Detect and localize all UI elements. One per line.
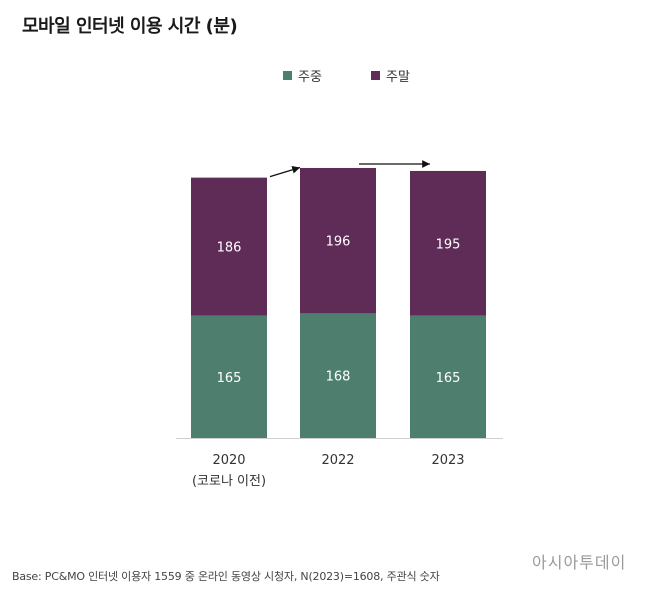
bar-segment-2020-weekend [191, 177, 267, 316]
chart-title: 모바일 인터넷 이용 시간 (분) [22, 16, 238, 37]
bar-segment-2022-weekend [300, 167, 376, 314]
bar-segment-2022-weekday [300, 313, 376, 438]
data-label-2020-weekend: 186 [217, 241, 242, 256]
x-tick-label-2023: 2023 [431, 453, 464, 468]
footnote: Base: PC&MO 인터넷 이용자 1559 중 온라인 동영상 시청자, … [12, 570, 440, 583]
legend-item-weekday: 주중 [283, 66, 322, 85]
x-tick-label-2020: 2020 [212, 453, 245, 468]
legend-label-weekday: 주중 [298, 70, 322, 85]
data-label-2023-weekday: 165 [436, 371, 461, 386]
trend-arrow-2020-2022 [269, 166, 301, 178]
stacked-bar-chart: 165 186 2020 (코로나 이전) 168 196 2022 165 195 2023 [176, 160, 503, 489]
data-label-2022-weekend: 196 [326, 235, 351, 250]
data-label-2022-weekday: 168 [326, 370, 351, 385]
legend-swatch-weekday [283, 71, 292, 80]
legend-label-weekend: 주말 [386, 70, 410, 85]
watermark-logo: 아시아투데이 [532, 553, 627, 572]
legend: 주중 주말 [0, 66, 658, 86]
x-tick-sublabel-2020: (코로나 이전) [192, 474, 266, 489]
legend-swatch-weekend [371, 71, 380, 80]
x-tick-label-2022: 2022 [321, 453, 354, 468]
legend-item-weekend: 주말 [371, 66, 410, 85]
bar-segment-2020-weekday [191, 315, 267, 438]
bar-segment-2023-weekend [410, 170, 486, 316]
data-label-2023-weekend: 195 [436, 237, 461, 252]
bar-segment-2023-weekday [410, 315, 486, 438]
data-label-2020-weekday: 165 [217, 371, 242, 386]
